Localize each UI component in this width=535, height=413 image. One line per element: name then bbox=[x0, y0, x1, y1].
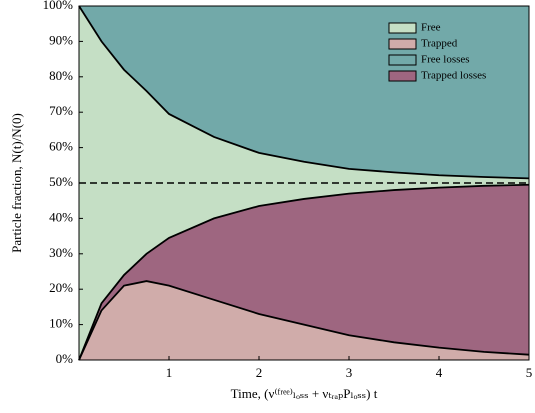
legend-swatch bbox=[388, 54, 417, 66]
y-tick-label: 50% bbox=[49, 174, 73, 189]
legend-label: Free bbox=[421, 22, 441, 34]
boundary-line bbox=[78, 183, 530, 361]
y-tick-label: 0% bbox=[56, 351, 74, 366]
y-tick-label: 40% bbox=[49, 209, 73, 224]
y-tick-label: 80% bbox=[49, 68, 73, 83]
boundary-line bbox=[78, 280, 530, 361]
legend-label: Trapped losses bbox=[421, 70, 486, 82]
x-tick-label: 4 bbox=[436, 365, 443, 380]
x-tick-label: 3 bbox=[346, 365, 353, 380]
boundary-line bbox=[78, 5, 530, 180]
x-axis-label: Time, (ν⁽ᶠʳᵉᵉ⁾ₗₒₛₛ + νₜᵣₐₚPₗₒₛₛ) t bbox=[231, 386, 378, 401]
x-tick-label: 1 bbox=[166, 365, 173, 380]
y-tick-label: 60% bbox=[49, 139, 73, 154]
x-tick-label: 5 bbox=[526, 365, 533, 380]
y-tick-label: 30% bbox=[49, 245, 73, 260]
legend-swatch bbox=[388, 22, 417, 34]
x-tick-label: 2 bbox=[256, 365, 263, 380]
y-tick-label: 10% bbox=[49, 316, 73, 331]
y-tick-label: 100% bbox=[43, 0, 74, 12]
legend-label: Free losses bbox=[421, 54, 470, 66]
legend-swatch bbox=[388, 38, 417, 50]
legend: Free Trapped Free losses Trapped losses bbox=[388, 22, 486, 82]
y-axis-label: Particle fraction, N(t)/N(0) bbox=[9, 113, 24, 253]
y-tick-label: 70% bbox=[49, 103, 73, 118]
legend-label: Trapped bbox=[421, 38, 458, 50]
area bbox=[79, 281, 529, 360]
legend-swatch bbox=[388, 70, 417, 82]
y-tick-label: 20% bbox=[49, 280, 73, 295]
y-tick-label: 90% bbox=[49, 32, 73, 47]
